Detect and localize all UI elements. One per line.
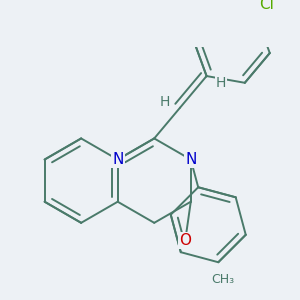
- Text: H: H: [160, 95, 170, 109]
- Text: N: N: [112, 152, 123, 167]
- Text: O: O: [179, 233, 191, 248]
- Text: N: N: [185, 152, 196, 167]
- Text: Cl: Cl: [259, 0, 274, 12]
- Text: H: H: [216, 76, 226, 90]
- Text: CH₃: CH₃: [211, 273, 235, 286]
